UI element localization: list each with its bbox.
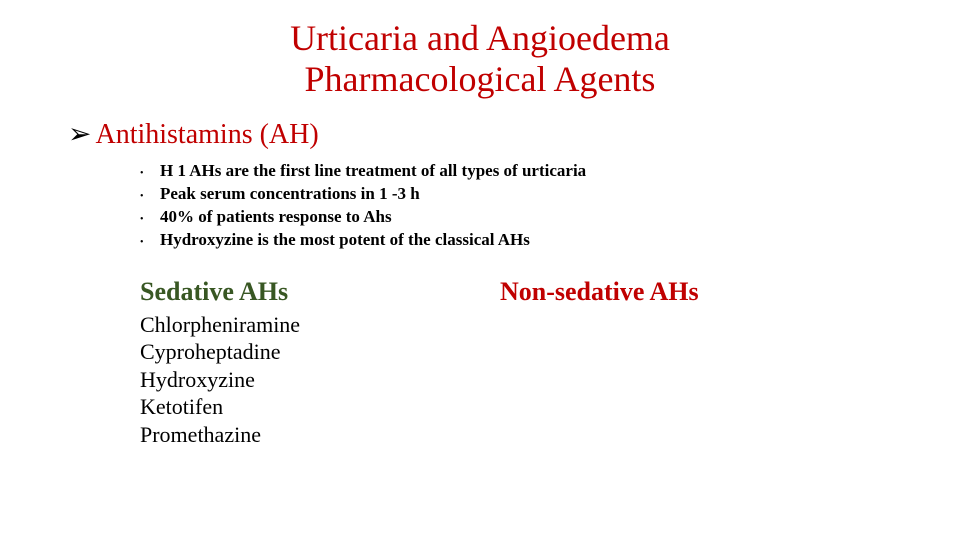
column-left-item: Ketotifen <box>140 393 500 421</box>
title-line-1: Urticaria and Angioedema <box>40 18 920 59</box>
bullet-text: Hydroxyzine is the most potent of the cl… <box>160 230 530 250</box>
bullet-marker-icon: • <box>140 235 160 251</box>
bullet-list: • H 1 AHs are the first line treatment o… <box>140 161 920 251</box>
column-left-item: Cyproheptadine <box>140 338 500 366</box>
bullet-text: 40% of patients response to Ahs <box>160 207 392 227</box>
column-left-item: Promethazine <box>140 421 500 449</box>
title-block: Urticaria and Angioedema Pharmacological… <box>40 18 920 101</box>
columns: Sedative AHs Chlorpheniramine Cyprohepta… <box>140 277 920 449</box>
bullet-item: • Peak serum concentrations in 1 -3 h <box>140 184 920 205</box>
bullet-text: Peak serum concentrations in 1 -3 h <box>160 184 420 204</box>
bullet-marker-icon: • <box>140 189 160 205</box>
column-left-item: Chlorpheniramine <box>140 311 500 339</box>
column-right: Non-sedative AHs <box>500 277 699 449</box>
bullet-marker-icon: • <box>140 212 160 228</box>
bullet-marker-icon: • <box>140 166 160 182</box>
column-right-heading: Non-sedative AHs <box>500 277 699 307</box>
column-left-item: Hydroxyzine <box>140 366 500 394</box>
slide: Urticaria and Angioedema Pharmacological… <box>0 0 960 540</box>
bullet-item: • Hydroxyzine is the most potent of the … <box>140 230 920 251</box>
section-row: ➢ Antihistamins (AH) <box>68 119 920 151</box>
arrow-icon: ➢ <box>68 121 91 149</box>
bullet-item: • H 1 AHs are the first line treatment o… <box>140 161 920 182</box>
section-heading: Antihistamins (AH) <box>95 119 318 151</box>
column-left-heading: Sedative AHs <box>140 277 500 307</box>
column-left: Sedative AHs Chlorpheniramine Cyprohepta… <box>140 277 500 449</box>
bullet-text: H 1 AHs are the first line treatment of … <box>160 161 586 181</box>
bullet-item: • 40% of patients response to Ahs <box>140 207 920 228</box>
title-line-2: Pharmacological Agents <box>40 59 920 100</box>
